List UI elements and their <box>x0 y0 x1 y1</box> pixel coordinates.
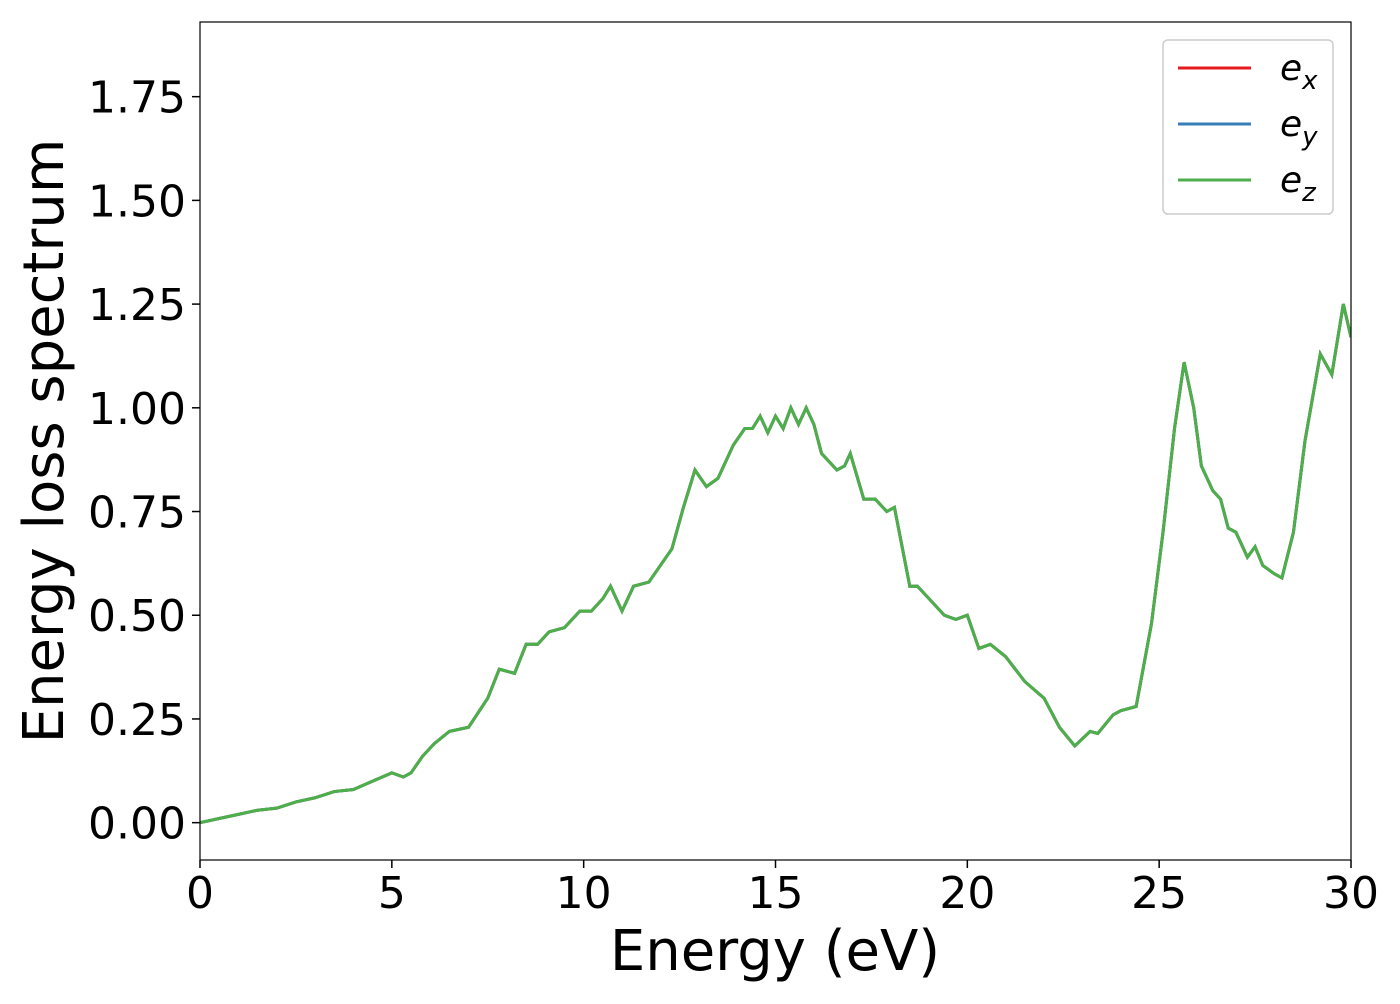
y-tick-label: 0.50 <box>88 591 186 642</box>
x-tick-label: 30 <box>1323 868 1379 919</box>
legend-label: ez <box>1280 160 1317 208</box>
legend-label: ey <box>1280 104 1318 152</box>
series-line <box>200 303 1351 825</box>
legend-label: ex <box>1280 48 1318 96</box>
plot-frame <box>199 21 1352 861</box>
y-tick-label: 0.25 <box>88 695 186 746</box>
y-tick-label: 0.00 <box>88 799 186 850</box>
y-tick-label: 1.75 <box>88 73 186 124</box>
x-tick-label: 25 <box>1131 868 1187 919</box>
y-tick-label: 1.25 <box>88 280 186 331</box>
series-line <box>200 303 1351 825</box>
y-axis-label: Energy loss spectrum <box>12 139 77 744</box>
x-tick-label: 15 <box>748 868 804 919</box>
legend-box <box>1162 39 1334 215</box>
x-tick-label: 20 <box>939 868 995 919</box>
series-line <box>200 303 1351 825</box>
x-tick-label: 5 <box>378 868 406 919</box>
y-tick-label: 1.00 <box>88 384 186 435</box>
x-axis-label: Energy (eV) <box>610 919 940 984</box>
y-tick-label: 0.75 <box>88 488 186 539</box>
x-tick-label: 10 <box>556 868 612 919</box>
legend: ex ey ez <box>1162 39 1334 215</box>
y-tick-label: 1.50 <box>88 176 186 227</box>
x-tick-label: 0 <box>186 868 214 919</box>
